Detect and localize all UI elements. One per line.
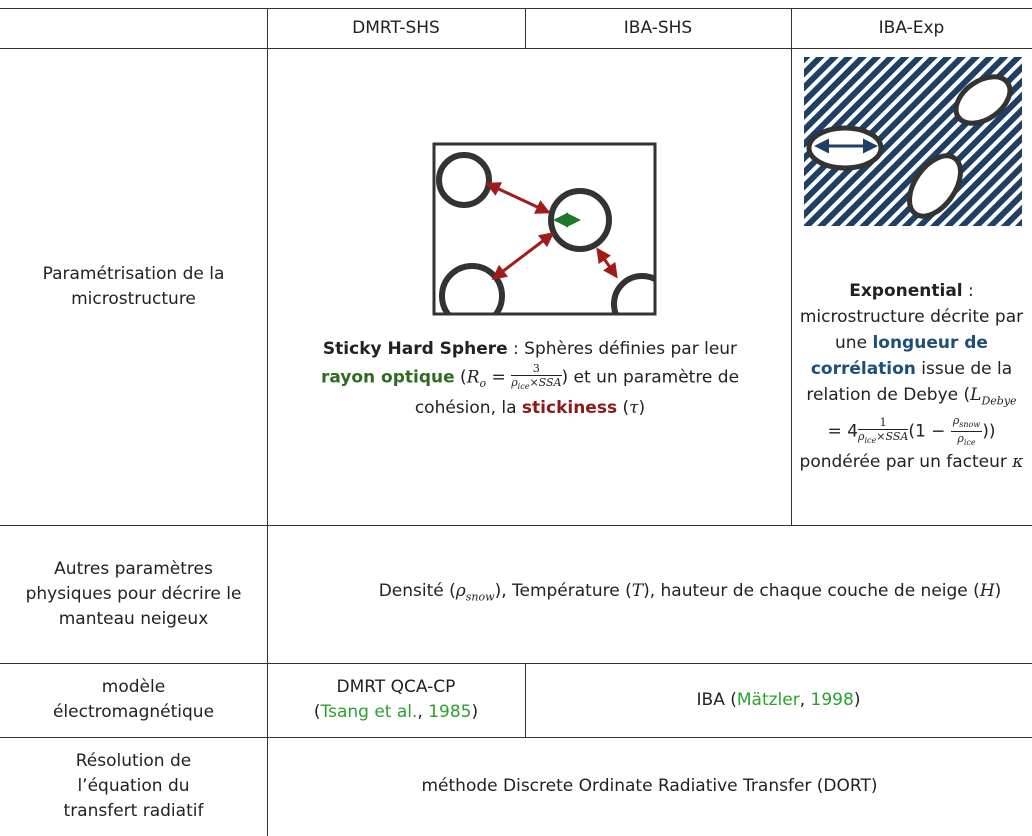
cell-text: DMRT QCA-CP (Tsang et al., 1985) xyxy=(267,663,525,737)
math: τ xyxy=(629,397,639,418)
rule xyxy=(267,8,268,836)
text: ) xyxy=(994,580,1002,601)
rule xyxy=(0,48,1032,49)
text: ), Température ( xyxy=(494,580,632,601)
rule xyxy=(0,8,1032,9)
shs-description: Sticky Hard Sphere : Sphères définies pa… xyxy=(310,316,750,442)
fraction: 1 ρice×SSA xyxy=(858,416,909,447)
rule xyxy=(525,8,526,48)
math: κ xyxy=(1012,452,1024,473)
exp-description: Exponential : microstructure décrite par… xyxy=(791,228,1032,525)
math: ρ xyxy=(957,432,964,446)
math: ×SSA xyxy=(876,430,909,444)
math: snow xyxy=(465,590,495,604)
fraction: ρsnow ρice xyxy=(950,414,983,449)
text: ) et un paramètre de cohésion, la xyxy=(414,367,740,418)
row-label: Paramétrisation de la microstructure xyxy=(42,263,225,309)
rule xyxy=(0,737,1032,738)
rule xyxy=(0,663,1032,664)
text: IBA ( xyxy=(696,689,737,710)
text: , xyxy=(799,689,811,710)
exp-illustration xyxy=(804,57,1022,226)
math: H xyxy=(979,580,995,601)
math: (1 − xyxy=(908,421,951,442)
rule xyxy=(0,525,1032,526)
math: 4 xyxy=(847,421,859,442)
math: ice xyxy=(963,438,976,448)
term: longueur de corrélation xyxy=(810,332,988,379)
header-cell: IBA-SHS xyxy=(623,17,693,38)
math: = xyxy=(827,421,848,442)
math: L xyxy=(970,384,982,405)
term: Exponential xyxy=(849,280,963,301)
row-label: modèle électromagnétique xyxy=(52,677,215,722)
text: : microstructure décrite par une xyxy=(799,280,1024,353)
math: 1 xyxy=(858,416,909,431)
text: Densité ( xyxy=(378,580,456,601)
math: ×SSA xyxy=(529,376,562,389)
math: 3 xyxy=(511,362,562,376)
math: o xyxy=(479,376,487,390)
text: DMRT QCA-CP xyxy=(336,677,456,697)
text: ), hauteur de chaque couche de neige ( xyxy=(643,580,980,601)
cell-text: IBA (Mätzler, 1998) xyxy=(525,663,1032,737)
text: ( xyxy=(454,367,467,388)
math: ice xyxy=(864,436,877,446)
math: R xyxy=(466,367,480,388)
row-label: Résolution de l’équation du transfert ra… xyxy=(63,751,204,821)
math: snow xyxy=(959,420,981,430)
math: ρ xyxy=(511,376,518,389)
rule xyxy=(525,663,526,737)
text: : Sphères définies par leur xyxy=(507,339,738,359)
text: ( xyxy=(617,397,630,418)
header-cell: DMRT-SHS xyxy=(352,17,440,38)
math: ρ xyxy=(455,580,466,601)
term: Sticky Hard Sphere xyxy=(322,339,508,359)
citation[interactable]: Mätzler xyxy=(736,689,800,710)
rule xyxy=(791,8,792,525)
header-cell: IBA-Exp xyxy=(878,17,945,38)
shs-illustration xyxy=(432,142,657,316)
text: ) xyxy=(638,397,646,418)
row-label: Autres paramètres physiques pour décrire… xyxy=(25,558,242,629)
math: Debye xyxy=(981,394,1017,407)
fraction: 3 ρice×SSA xyxy=(511,362,562,393)
math: ice xyxy=(517,382,530,392)
cell-text: Densité (ρsnow), Température (T), hauteu… xyxy=(370,525,1010,663)
math: T xyxy=(631,580,644,601)
text: , xyxy=(417,702,429,722)
citation[interactable]: Tsang et al. xyxy=(320,702,418,722)
text: ) xyxy=(471,702,479,722)
term: rayon optique xyxy=(320,367,455,388)
cell-text: méthode Discrete Ordinate Radiative Tran… xyxy=(421,776,878,796)
text: ) xyxy=(853,689,861,710)
text: ( xyxy=(313,702,321,722)
text: )) pondérée par un facteur xyxy=(799,421,1013,473)
math: ρ xyxy=(858,430,865,444)
citation[interactable]: 1998 xyxy=(810,689,854,710)
math: = xyxy=(486,367,512,388)
math: ρ xyxy=(952,414,960,427)
term: stickiness xyxy=(521,397,618,418)
text: issue de la relation de Debye ( xyxy=(806,358,1013,405)
citation[interactable]: 1985 xyxy=(428,702,472,722)
